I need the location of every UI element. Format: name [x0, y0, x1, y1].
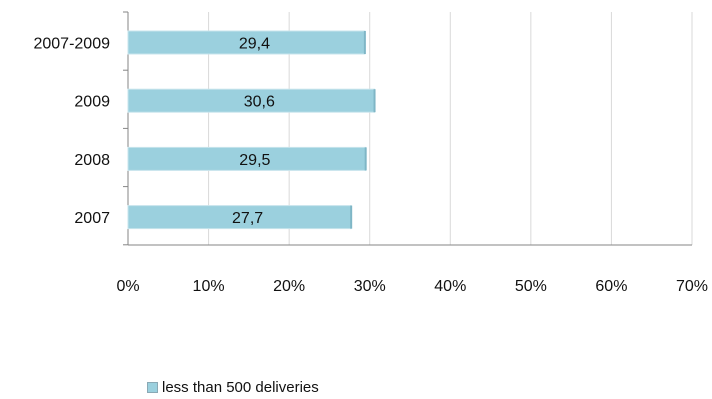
category-label: 2007-2009 — [33, 36, 110, 53]
category-label: 2008 — [74, 152, 110, 169]
data-label: 30,6 — [244, 94, 275, 111]
legend: less than 500 deliveries — [147, 379, 319, 396]
data-label: 27,7 — [232, 210, 263, 227]
x-tick-label: 30% — [354, 278, 386, 295]
category-label: 2007 — [74, 210, 110, 227]
x-tick-label: 60% — [595, 278, 627, 295]
x-tick-label: 50% — [515, 278, 547, 295]
legend-label: less than 500 deliveries — [162, 379, 319, 396]
data-label: 29,4 — [239, 36, 270, 53]
data-label: 29,5 — [239, 152, 270, 169]
x-tick-label: 40% — [434, 278, 466, 295]
x-tick-label: 20% — [273, 278, 305, 295]
x-tick-label: 70% — [676, 278, 708, 295]
x-tick-label: 10% — [193, 278, 225, 295]
category-label: 2009 — [74, 94, 110, 111]
legend-swatch — [147, 382, 158, 393]
x-tick-label: 0% — [116, 278, 139, 295]
